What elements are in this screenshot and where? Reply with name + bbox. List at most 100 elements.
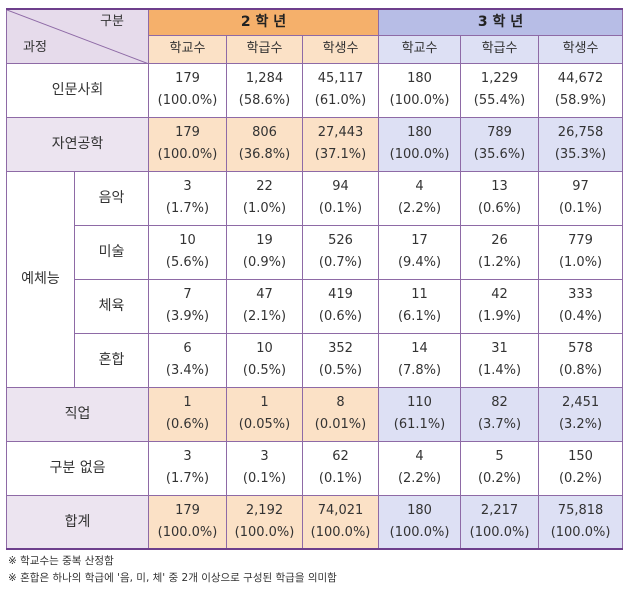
percent-value: (2.1%): [242, 309, 287, 324]
percent-value: (100.0%): [310, 524, 371, 540]
percent-value: (100.0%): [389, 93, 450, 108]
corner-top-label: 구분: [100, 14, 124, 29]
count-value: 1,229: [480, 71, 519, 86]
value-cell: 180 (100.0%): [378, 62, 462, 118]
count-value: 1,284: [245, 71, 284, 86]
count-value: 2,451: [561, 395, 600, 410]
percent-value: (2.2%): [397, 471, 442, 486]
col-header: 학급수: [226, 34, 303, 64]
col-header: 학생수: [301, 34, 380, 64]
value-cell: 2,192 (100.0%): [226, 494, 303, 550]
diagonal-line: [8, 11, 146, 62]
percent-value: (0.2%): [558, 471, 603, 486]
count-value: 179: [175, 125, 200, 140]
percent-value: (1.2%): [477, 255, 522, 270]
percent-value: (0.1%): [318, 201, 363, 216]
col-header: 학생수: [538, 34, 624, 64]
percent-value: (0.05%): [238, 417, 291, 432]
percent-value: (100.0%): [157, 147, 218, 162]
count-value: 97: [572, 179, 589, 194]
value-cell: 42 (1.9%): [460, 278, 540, 334]
count-value: 31: [491, 341, 508, 356]
table-row: 합계 179 (100.0%) 2,192 (100.0%) 74,021 (100.0%…: [6, 494, 624, 550]
stats-table: 구분 과정 2 학 년 3 학 년 학교수 학급수 학생수 학교수 학급수 학생…: [6, 8, 624, 550]
percent-value: (58.9%): [554, 93, 607, 108]
value-cell: 31 (1.4%): [460, 332, 540, 388]
percent-value: (3.9%): [165, 309, 210, 324]
table-row: 예체능 음악 3 (1.7%) 22 (1.0%) 94 (0.1%) 4 (2.2%) 13 (…: [6, 170, 624, 388]
count-value: 779: [568, 233, 593, 248]
row-label: 인문사회: [6, 62, 149, 118]
table-row: 구분 없음 3 (1.7%) 3 (0.1%) 62 (0.1%) 4 (2.2%) 5 (0.2…: [6, 440, 624, 496]
table-row: 체육 7 (3.9%) 47 (2.1%) 419 (0.6%) 11 (6.1%) 42 (1.…: [7, 278, 624, 334]
count-value: 26,758: [557, 125, 604, 140]
value-cell: 779 (1.0%): [538, 224, 624, 280]
count-value: 180: [407, 71, 432, 86]
value-cell: 26,758 (35.3%): [538, 116, 624, 172]
value-cell: 75,818 (100.0%): [538, 494, 624, 550]
row-label: 합계: [6, 494, 149, 550]
percent-value: (0.6%): [165, 417, 210, 432]
row-label: 음악: [74, 170, 149, 226]
count-value: 526: [328, 233, 353, 248]
count-value: 4: [415, 449, 424, 464]
value-cell: 97 (0.1%): [538, 170, 624, 226]
percent-value: (1.9%): [477, 309, 522, 324]
value-cell: 94 (0.1%): [301, 170, 380, 226]
count-value: 3: [260, 449, 269, 464]
percent-value: (1.0%): [558, 255, 603, 270]
value-cell: 789 (35.6%): [460, 116, 540, 172]
value-cell: 806 (36.8%): [226, 116, 303, 172]
count-value: 22: [256, 179, 273, 194]
table-row: 미술 10 (5.6%) 19 (0.9%) 526 (0.7%) 17 (9.4%) 26 (1…: [7, 224, 624, 280]
count-value: 110: [407, 395, 432, 410]
percent-value: (3.7%): [477, 417, 522, 432]
value-cell: 2,217 (100.0%): [460, 494, 540, 550]
value-cell: 1 (0.6%): [148, 386, 227, 442]
value-cell: 10 (5.6%): [148, 224, 227, 280]
count-value: 2,192: [245, 502, 284, 518]
count-value: 4: [415, 179, 424, 194]
count-value: 179: [175, 71, 200, 86]
count-value: 13: [491, 179, 508, 194]
corner-header: 구분 과정: [6, 8, 149, 64]
grade2-header: 2 학 년: [147, 8, 380, 36]
percent-value: (100.0%): [157, 93, 218, 108]
value-cell: 17 (9.4%): [378, 224, 462, 280]
count-value: 44,672: [557, 71, 604, 86]
value-cell: 180 (100.0%): [378, 116, 462, 172]
count-value: 3: [183, 179, 192, 194]
count-value: 10: [256, 341, 273, 356]
value-cell: 14 (7.8%): [378, 332, 462, 388]
percent-value: (61.1%): [393, 417, 446, 432]
percent-value: (1.4%): [477, 363, 522, 378]
count-value: 179: [175, 502, 200, 518]
percent-value: (0.01%): [314, 417, 367, 432]
col-header: 학교수: [148, 34, 227, 64]
count-value: 45,117: [317, 71, 364, 86]
percent-value: (0.7%): [318, 255, 363, 270]
percent-value: (0.9%): [242, 255, 287, 270]
percent-value: (35.6%): [473, 147, 526, 162]
percent-value: (100.0%): [157, 524, 218, 540]
value-cell: 19 (0.9%): [226, 224, 303, 280]
value-cell: 578 (0.8%): [538, 332, 624, 388]
percent-value: (3.4%): [165, 363, 210, 378]
count-value: 578: [568, 341, 593, 356]
value-cell: 526 (0.7%): [301, 224, 380, 280]
value-cell: 3 (1.7%): [148, 440, 227, 496]
count-value: 62: [332, 449, 349, 464]
percent-value: (6.1%): [397, 309, 442, 324]
table-row: 인문사회 179 (100.0%) 1,284 (58.6%) 45,117 (61.0%…: [6, 62, 624, 118]
count-value: 806: [252, 125, 277, 140]
percent-value: (0.4%): [558, 309, 603, 324]
count-value: 150: [568, 449, 593, 464]
percent-value: (58.6%): [238, 93, 291, 108]
percent-value: (0.8%): [558, 363, 603, 378]
footnote: ※ 혼합은 하나의 학급에 '음, 미, 체' 중 2개 이상으로 구성된 학급…: [8, 572, 337, 584]
value-cell: 44,672 (58.9%): [538, 62, 624, 118]
count-value: 352: [328, 341, 353, 356]
percent-value: (0.5%): [242, 363, 287, 378]
value-cell: 150 (0.2%): [538, 440, 624, 496]
count-value: 11: [411, 287, 428, 302]
